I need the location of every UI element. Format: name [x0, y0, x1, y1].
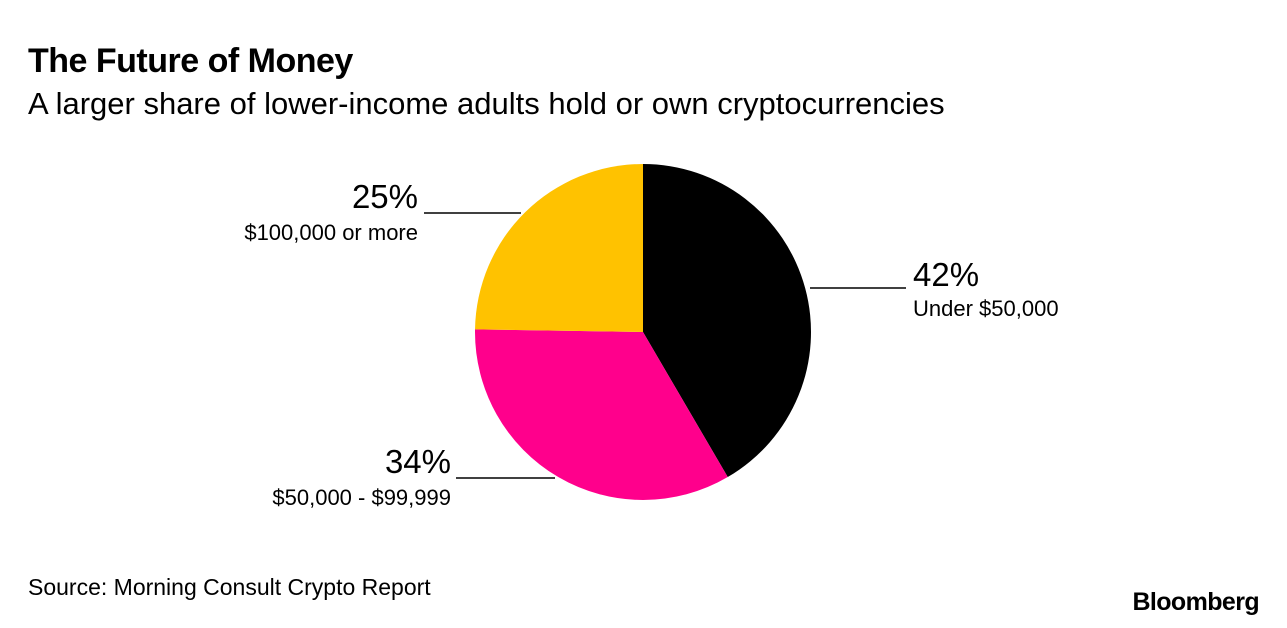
category-label-50-000-99-999: $50,000 - $99,999 [272, 485, 451, 510]
data-label-50-000-99-999: 34% [385, 443, 451, 480]
pie-slice-under-50-000 [643, 164, 811, 478]
data-label-under-50-000: 42% [913, 256, 979, 293]
data-label-100-000-or-more: 25% [352, 178, 418, 215]
chart-title: The Future of Money [28, 42, 353, 80]
bloomberg-logo: Bloomberg [1132, 588, 1259, 616]
pie-slice-100-000-or-more [475, 164, 643, 332]
category-label-100-000-or-more: $100,000 or more [244, 220, 418, 245]
chart-subtitle: A larger share of lower-income adults ho… [28, 86, 945, 121]
category-label-under-50-000: Under $50,000 [913, 296, 1059, 321]
source-note: Source: Morning Consult Crypto Report [28, 574, 431, 600]
pie-slice-50-000-99-999 [475, 329, 728, 501]
